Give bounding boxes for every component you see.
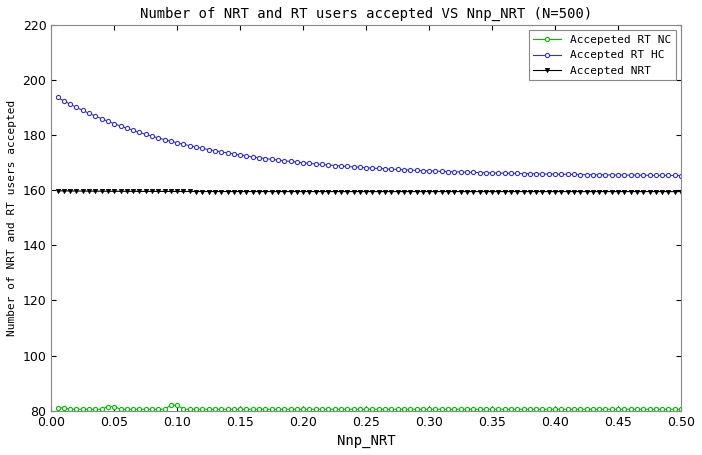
X-axis label: Nnp_NRT: Nnp_NRT [337, 434, 395, 448]
Accepeted RT NC [437, 406, 446, 412]
Accepted RT HC [645, 172, 654, 178]
Legend: Accepeted RT NC, Accepted RT HC, Accepted NRT: Accepeted RT NC, Accepted RT HC, Accepte… [529, 30, 675, 81]
Accepeted RT NC [639, 406, 647, 412]
Line: Accepeted RT NC: Accepeted RT NC [55, 403, 683, 411]
Accepeted RT NC [211, 406, 219, 412]
Accepeted RT NC [387, 406, 395, 412]
Title: Number of NRT and RT users accepted VS Nnp_NRT (N=500): Number of NRT and RT users accepted VS N… [140, 7, 592, 21]
Accepeted RT NC [53, 405, 62, 410]
Accepeted RT NC [658, 406, 666, 412]
Accepted NRT [198, 189, 206, 194]
Line: Accepted RT HC: Accepted RT HC [55, 96, 683, 177]
Y-axis label: Number of NRT and RT users accepted: Number of NRT and RT users accepted [7, 100, 17, 336]
Accepeted RT NC [66, 406, 74, 412]
Accepted RT HC [198, 146, 206, 151]
Accepted NRT [626, 189, 635, 194]
Accepted NRT [425, 189, 433, 194]
Accepted RT HC [173, 140, 181, 146]
Accepted RT HC [677, 173, 685, 178]
Accepted NRT [173, 189, 181, 194]
Accepted RT HC [626, 172, 635, 178]
Accepted NRT [375, 189, 383, 194]
Accepeted RT NC [185, 406, 194, 412]
Accepted RT HC [375, 166, 383, 171]
Accepted NRT [645, 189, 654, 194]
Accepted RT HC [53, 95, 62, 100]
Accepted RT HC [425, 168, 433, 174]
Accepted NRT [677, 189, 685, 194]
Accepeted RT NC [677, 406, 685, 412]
Accepted NRT [53, 188, 62, 193]
Line: Accepted NRT: Accepted NRT [55, 189, 683, 194]
Accepeted RT NC [166, 402, 175, 408]
